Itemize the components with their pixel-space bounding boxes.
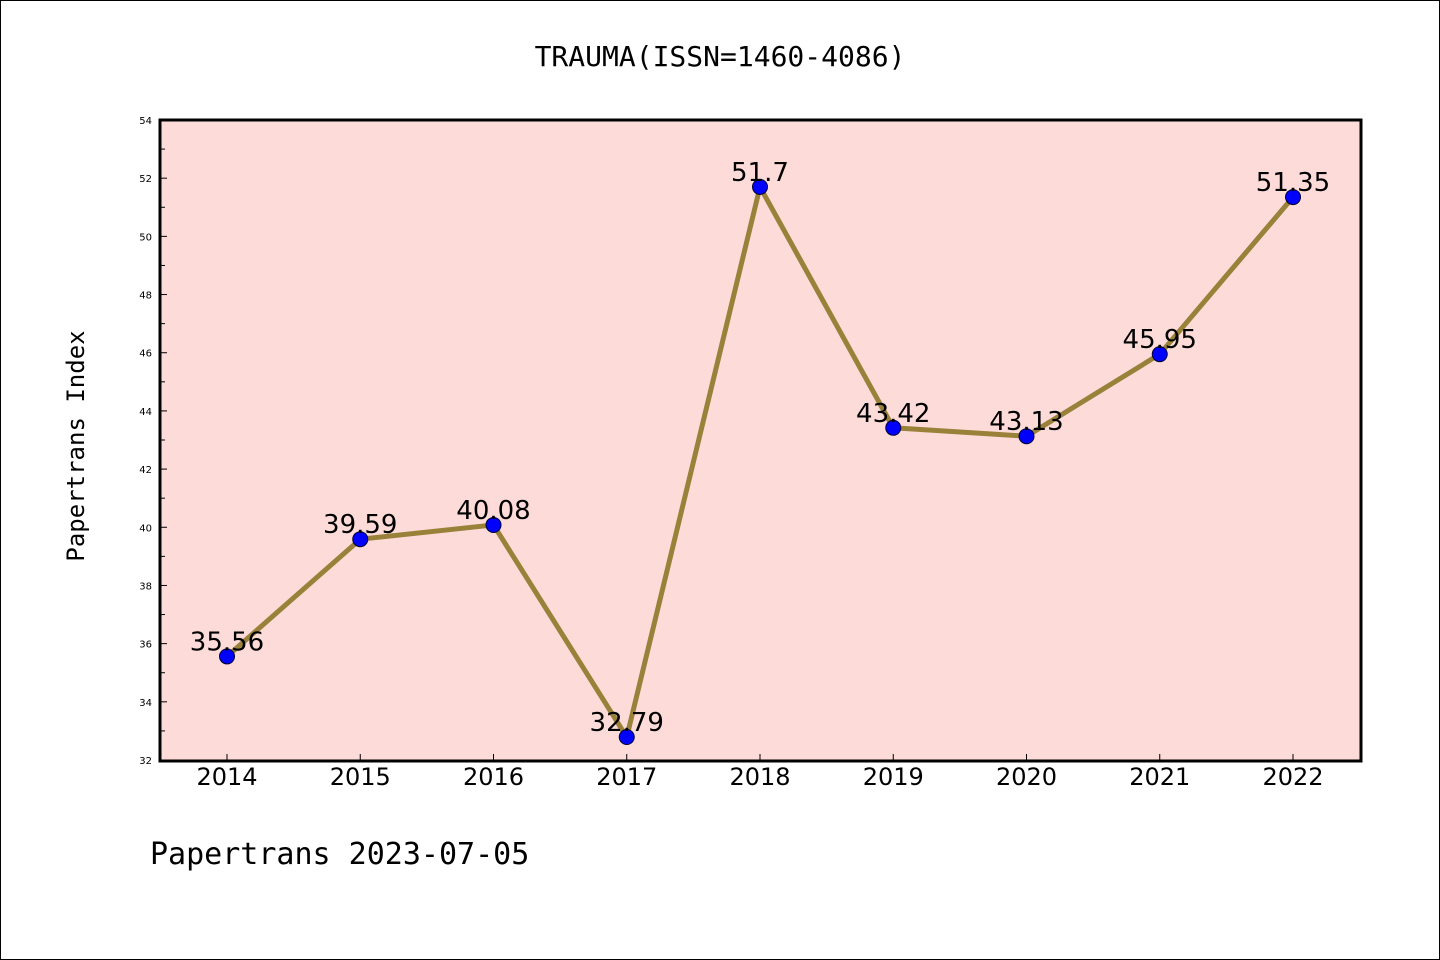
data-label: 51.7	[731, 158, 789, 188]
y-tick-label: 48	[139, 291, 152, 302]
y-tick-label: 52	[139, 174, 152, 185]
x-tick-label: 2015	[330, 763, 391, 791]
x-tick-label: 2022	[1262, 763, 1323, 791]
x-tick-label: 2018	[729, 763, 790, 791]
plot-area	[160, 120, 1361, 761]
plot-border	[158, 118, 1363, 763]
data-label: 45.95	[1123, 325, 1197, 355]
x-tick-label: 2014	[196, 763, 257, 791]
data-point-marker	[1285, 189, 1301, 206]
y-tick-label: 54	[139, 116, 152, 127]
x-tick-label: 2020	[996, 763, 1057, 791]
data-label: 43.42	[856, 399, 930, 429]
x-tick-label: 2016	[463, 763, 524, 791]
chart-title: TRAUMA(ISSN=1460-4086)	[535, 40, 906, 73]
y-axis-label: Papertrans Index	[62, 330, 90, 561]
y-tick-label: 40	[139, 523, 152, 534]
data-labels: 35.56 39.59 40.08 32.79 51.7 43.42 43.13 45.95 5…	[190, 158, 1330, 738]
x-tick-label: 2021	[1129, 763, 1190, 791]
data-point-marker	[485, 516, 502, 533]
data-point-marker	[219, 648, 235, 665]
y-tick-label: 50	[139, 232, 152, 243]
data-label: 43.13	[989, 407, 1063, 437]
data-label: 35.56	[190, 627, 264, 657]
data-point-marker	[1151, 346, 1168, 363]
data-label: 39.59	[323, 510, 397, 540]
x-axis-ticks: 2014 2015 2016 2017 2018 2019 2020 2021 2022	[196, 754, 1324, 791]
data-label: 51.35	[1256, 168, 1330, 198]
data-point-marker	[618, 729, 635, 746]
y-tick-label: 32	[139, 756, 152, 767]
y-tick-label: 36	[139, 640, 152, 651]
data-point-marker	[352, 531, 369, 548]
y-tick-label: 34	[139, 698, 152, 709]
data-label: 32.79	[590, 708, 664, 738]
data-point-marker	[752, 178, 768, 195]
data-markers	[219, 178, 1301, 746]
y-tick-label: 42	[139, 465, 152, 476]
x-tick-label: 2019	[863, 763, 924, 791]
y-axis-ticks: 32 34 36 38 40 42 44 46 48 50 52 54	[139, 116, 167, 767]
data-label: 40.08	[456, 496, 530, 526]
y-tick-label: 46	[139, 349, 152, 360]
data-point-marker	[885, 419, 902, 436]
x-tick-label: 2017	[596, 763, 657, 791]
y-tick-label: 44	[139, 407, 152, 418]
footer-date-stamp: Papertrans 2023-07-05	[150, 837, 529, 872]
data-point-marker	[1018, 428, 1035, 445]
y-tick-label: 38	[139, 581, 152, 592]
